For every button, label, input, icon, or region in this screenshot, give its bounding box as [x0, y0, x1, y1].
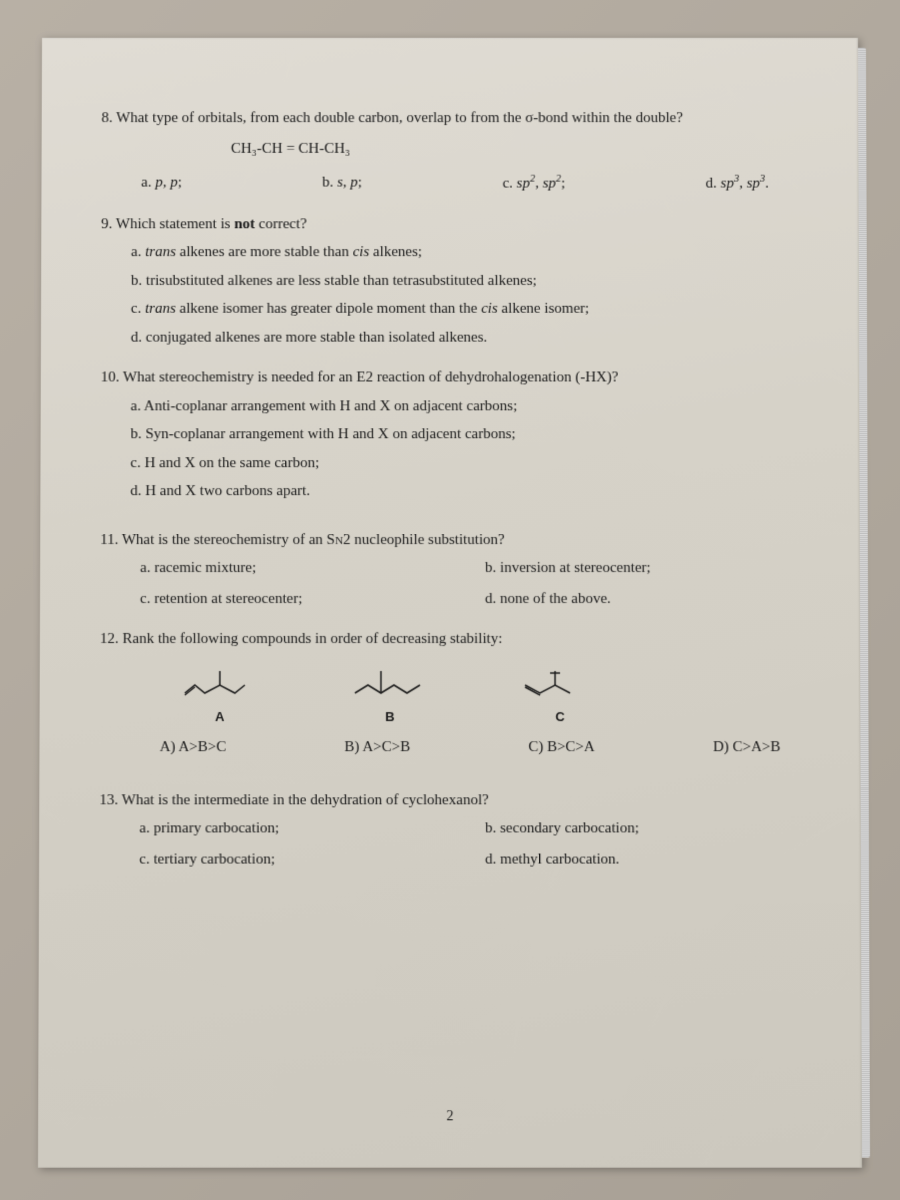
q13-opt-c: c. tertiary carbocation;: [139, 848, 455, 871]
q12-structures: A B: [180, 663, 801, 727]
q11-text: 11. What is the stereochemistry of an SN…: [100, 529, 800, 551]
question-11: 11. What is the stereochemistry of an SN…: [100, 529, 800, 610]
structure-c: C: [520, 663, 600, 727]
q8-pre: 8. What type of orbitals, from each doub…: [101, 110, 525, 126]
q8-opt-b: b. s, p;: [322, 172, 362, 195]
q9-opt-b: b. trisubstituted alkenes are less stabl…: [131, 270, 799, 292]
q8-options: a. p, p; b. s, p; c. sp2, sp2; d. sp3, s…: [101, 172, 799, 195]
q9-text: 9. Which statement is not correct?: [101, 213, 799, 235]
q11-options: a. racemic mixture; b. inversion at ster…: [140, 557, 800, 610]
question-10: 10. What stereochemistry is needed for a…: [100, 367, 799, 503]
q12-text: 12. Rank the following compounds in orde…: [100, 628, 800, 651]
sigma-symbol: σ: [525, 110, 533, 126]
q10-text: 10. What stereochemistry is needed for a…: [101, 367, 800, 389]
structure-b-svg: [350, 663, 430, 703]
structure-c-label: C: [555, 707, 564, 727]
q10-opt-a: a. Anti-coplanar arrangement with H and …: [131, 395, 800, 417]
q8-formula: CH₃-CH = CH-CH₃: [231, 137, 799, 159]
q10-opt-b: b. Syn-coplanar arrangement with H and X…: [130, 423, 799, 445]
q9-options: a. trans alkenes are more stable than ci…: [101, 241, 799, 348]
q10-opt-c: c. H and X on the same carbon;: [130, 452, 799, 474]
question-9: 9. Which statement is not correct? a. tr…: [101, 213, 799, 349]
structure-a: A: [180, 663, 260, 727]
structure-b-label: B: [385, 707, 394, 727]
structure-a-svg: [180, 663, 260, 703]
q11-opt-d: d. none of the above.: [485, 588, 800, 610]
q13-opt-a: a. primary carbocation;: [139, 817, 455, 840]
page: 8. What type of orbitals, from each doub…: [38, 38, 862, 1168]
q9-opt-a: a. trans alkenes are more stable than ci…: [131, 241, 799, 263]
q9-opt-c: c. trans alkene isomer has greater dipol…: [131, 298, 799, 320]
q12-opt-c: C) B>C>A: [528, 736, 595, 759]
q12-opt-b: B) A>C>B: [344, 736, 410, 759]
q8-text: 8. What type of orbitals, from each doub…: [101, 107, 798, 129]
question-13: 13. What is the intermediate in the dehy…: [99, 789, 801, 871]
q9-not: not: [234, 216, 255, 232]
q11-opt-c: c. retention at stereocenter;: [140, 588, 455, 610]
q10-opt-d: d. H and X two carbons apart.: [130, 480, 799, 502]
q10-options: a. Anti-coplanar arrangement with H and …: [100, 395, 799, 503]
q12-opt-d: D) C>A>B: [713, 736, 780, 759]
q13-opt-d: d. methyl carbocation.: [485, 848, 801, 871]
q8-opt-a: a. p, p;: [141, 172, 182, 195]
structure-b: B: [350, 663, 430, 727]
q9-opt-d: d. conjugated alkenes are more stable th…: [131, 326, 800, 348]
q8-post: -bond within the double?: [533, 110, 683, 126]
question-8: 8. What type of orbitals, from each doub…: [101, 107, 799, 195]
q13-options: a. primary carbocation; b. secondary car…: [139, 817, 801, 870]
q12-opt-a: A) A>B>C: [160, 736, 227, 759]
q11-opt-b: b. inversion at stereocenter;: [485, 557, 800, 579]
structure-c-svg: [520, 663, 600, 703]
q13-text: 13. What is the intermediate in the dehy…: [99, 789, 800, 812]
structure-a-label: A: [215, 707, 224, 727]
q12-options: A) A>B>C B) A>C>B C) B>C>A D) C>A>B: [100, 736, 801, 759]
q8-opt-d: d. sp3, sp3.: [706, 172, 769, 195]
q11-opt-a: a. racemic mixture;: [140, 557, 455, 579]
page-number: 2: [446, 1106, 453, 1127]
q8-opt-c: c. sp2, sp2;: [502, 172, 565, 195]
question-12: 12. Rank the following compounds in orde…: [100, 628, 801, 759]
q13-opt-b: b. secondary carbocation;: [485, 817, 801, 840]
